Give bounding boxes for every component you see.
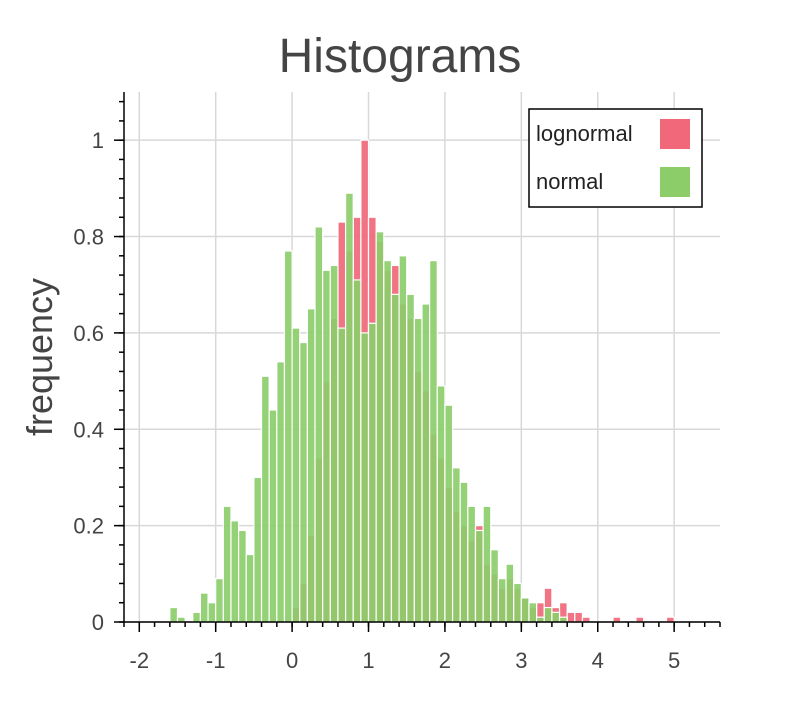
bars	[169, 139, 675, 623]
histogram-bar-lognormal	[574, 611, 584, 623]
histogram-bar-normal	[467, 505, 477, 623]
histogram-bar-normal	[367, 322, 377, 623]
y-tick-label: 1	[92, 128, 104, 153]
histogram-bar-normal	[505, 563, 515, 623]
histogram-bar-normal	[520, 597, 530, 623]
histogram-bar-normal	[459, 481, 469, 623]
y-tick-label: 0.2	[73, 514, 104, 539]
axes: -2 -1 0 1 2 3 4 5 0 0.2 0.4 0.6 0.8 1	[73, 92, 721, 673]
x-tick-label: 5	[668, 648, 680, 673]
histogram-bar-normal	[260, 375, 270, 623]
histogram-bar-normal	[268, 409, 278, 623]
x-tick-label: -2	[130, 648, 150, 673]
histogram-bar-normal	[337, 327, 347, 623]
y-tick-label: 0	[92, 610, 104, 635]
histogram-bar-normal	[306, 308, 316, 623]
histogram-bar-normal	[474, 529, 484, 623]
legend-swatch-lognormal	[660, 119, 690, 149]
histogram-bar-normal	[436, 385, 446, 623]
histogram-bar-normal	[329, 264, 339, 623]
histogram-bar-normal	[238, 529, 247, 623]
histogram-bar-normal	[490, 549, 500, 623]
histogram-bar-normal	[528, 602, 538, 623]
histogram-bar-normal	[314, 226, 324, 623]
histogram-bar-normal	[551, 611, 561, 623]
y-tick-label: 0.4	[73, 417, 104, 442]
histogram-bar-normal	[513, 582, 522, 623]
y-tick-label: 0.8	[73, 225, 104, 250]
x-tick-label: -1	[206, 648, 226, 673]
histogram-bar-normal	[360, 332, 370, 623]
histogram-bar-normal	[291, 327, 301, 623]
histogram-bar-normal	[421, 303, 431, 623]
histogram-bar-normal	[352, 279, 362, 623]
histogram-bar-normal	[375, 231, 385, 623]
histogram-bar-normal	[482, 505, 492, 623]
histogram-bar-normal	[222, 505, 232, 623]
legend-swatch-normal	[660, 167, 690, 197]
histogram-bar-lognormal	[566, 611, 576, 623]
histogram-bar-normal	[207, 602, 217, 623]
x-tick-label: 1	[362, 648, 374, 673]
histogram-bar-normal	[406, 293, 415, 623]
histogram-bar-normal	[215, 578, 224, 623]
histogram-bar-normal	[230, 520, 240, 623]
x-tick-label: 4	[592, 648, 604, 673]
histogram-bar-normal	[451, 467, 461, 623]
histogram-bar-normal	[199, 592, 209, 623]
x-tick-label: 2	[439, 648, 451, 673]
histogram-bar-normal	[322, 269, 331, 623]
chart-title: Histograms	[279, 30, 522, 83]
histogram-bar-normal	[398, 255, 408, 623]
histogram-bar-normal	[383, 260, 393, 623]
histogram-bar-normal	[245, 553, 255, 623]
legend-label-lognormal: lognormal	[536, 121, 633, 146]
histogram-bar-normal	[169, 606, 179, 623]
histogram-bar-normal	[276, 361, 286, 623]
x-tick-label: 0	[286, 648, 298, 673]
histogram-bar-normal	[444, 404, 454, 623]
histogram-bar-normal	[283, 250, 293, 623]
histogram-bar-normal	[299, 341, 308, 623]
histogram-bar-normal	[429, 260, 438, 623]
x-tick-label: 3	[515, 648, 527, 673]
histogram-bar-normal	[413, 317, 423, 623]
histogram-bar-normal	[390, 293, 400, 623]
histogram-bar-normal	[543, 606, 553, 623]
histogram-bar-normal	[497, 578, 507, 623]
y-tick-label: 0.6	[73, 321, 104, 346]
histogram-bar-normal	[253, 476, 263, 623]
legend: lognormal normal	[528, 108, 703, 208]
legend-label-normal: normal	[536, 169, 603, 194]
histogram-bar-normal	[344, 192, 354, 623]
y-axis-label: frequency	[19, 278, 60, 436]
histogram-bar-normal	[192, 611, 202, 623]
